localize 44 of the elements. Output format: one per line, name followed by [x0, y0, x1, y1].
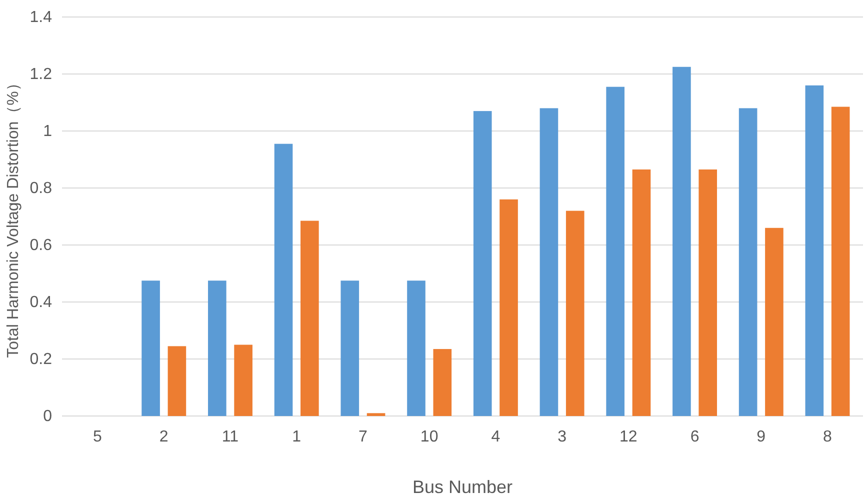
x-axis-title: Bus Number: [412, 477, 513, 497]
bar: [738, 108, 758, 416]
x-tick-label: 4: [491, 428, 500, 446]
bar: [606, 86, 624, 416]
bar: [632, 169, 651, 416]
y-tick-label: 0: [43, 408, 52, 426]
bar: [540, 108, 558, 416]
x-tick-label: 10: [420, 428, 438, 446]
y-tick-label: 0.6: [30, 237, 52, 254]
y-tick-label: 0.2: [30, 351, 52, 368]
bar: [300, 220, 319, 416]
bar: [805, 85, 824, 416]
x-tick-label: 1: [292, 428, 302, 446]
y-tick-label: 1.4: [30, 9, 52, 26]
y-tick-label: 1: [43, 123, 52, 140]
bar: [366, 413, 386, 416]
bar: [473, 111, 492, 416]
y-axis-title: Total Harmonic Voltage Distortion（%）: [5, 75, 22, 358]
x-tick-label: 3: [558, 428, 567, 446]
x-tick-label: 2: [159, 428, 168, 446]
x-tick-label: 8: [823, 428, 832, 446]
bar: [208, 280, 226, 416]
bar: [142, 280, 160, 416]
x-tick-label: 5: [93, 428, 102, 446]
x-tick-label: 12: [620, 428, 638, 446]
y-tick-label: 0.8: [30, 180, 52, 198]
bar: [765, 228, 784, 416]
bar: [566, 210, 584, 416]
x-tick-label: 7: [358, 428, 368, 446]
y-tick-label: 0.4: [30, 294, 52, 312]
x-tick-label: 9: [756, 428, 766, 446]
x-tick-label: 6: [690, 428, 700, 446]
bar: [831, 106, 850, 416]
bar: [500, 199, 518, 416]
bar: [407, 280, 426, 416]
bar: [340, 280, 360, 416]
y-tick-label: 1.2: [30, 66, 52, 84]
x-tick-label: 11: [222, 428, 239, 446]
bar: [234, 344, 252, 416]
bar: [433, 349, 452, 416]
bar: [168, 346, 186, 416]
bar: [274, 144, 293, 416]
bar: [672, 66, 691, 416]
bar: [698, 169, 717, 416]
